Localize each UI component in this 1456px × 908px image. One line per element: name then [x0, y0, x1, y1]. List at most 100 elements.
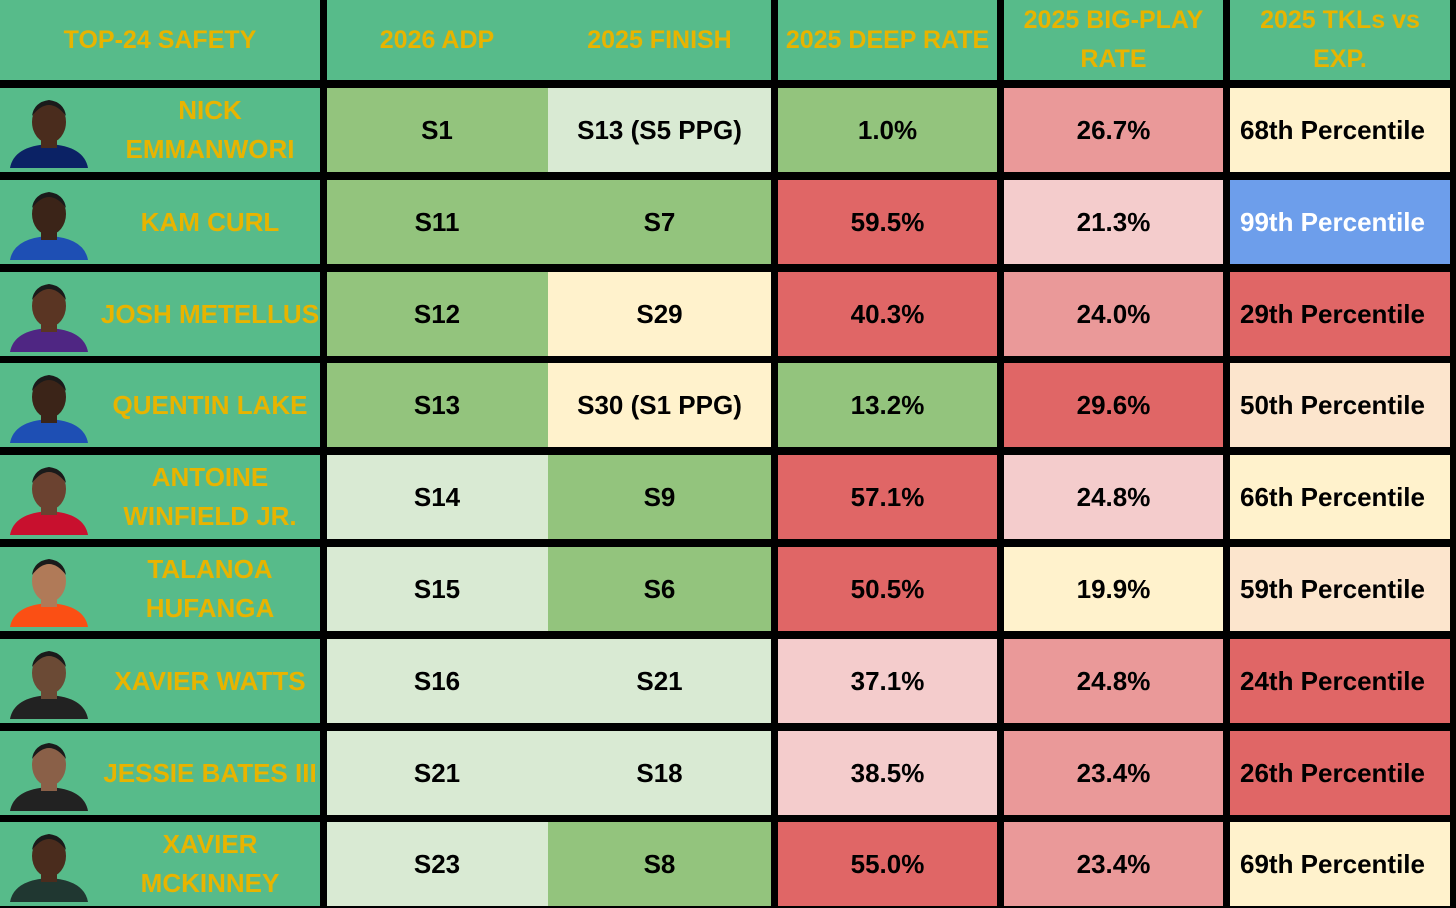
headshot: [10, 743, 88, 811]
header-cell: 2025 BIG-PLAY RATE: [1004, 0, 1223, 80]
header-cell: 2025 DEEP RATE: [778, 0, 997, 80]
data-cell: S13 (S5 PPG): [548, 88, 771, 172]
cell-text: NICK EMMANWORI: [125, 95, 295, 164]
cell-text: TALANOA HUFANGA: [145, 554, 275, 623]
cell-text: 40.3%: [850, 298, 925, 329]
data-cell: S23: [327, 822, 548, 906]
data-cell: S12: [327, 272, 548, 356]
cell-text: S1: [421, 114, 453, 145]
headshot: [10, 467, 88, 535]
cell-text: 23.4%: [1076, 848, 1151, 879]
data-cell: 50.5%: [778, 547, 997, 631]
data-cell: S7: [548, 180, 771, 264]
cell-text: 1.0%: [857, 114, 918, 145]
data-cell: S29: [548, 272, 771, 356]
data-cell: 59.5%: [778, 180, 997, 264]
data-cell: S16: [327, 639, 548, 723]
cell-text: 26th Percentile: [1240, 757, 1425, 788]
cell-text: 99th Percentile: [1240, 206, 1425, 237]
data-cell: 29th Percentile: [1230, 272, 1450, 356]
cell-text: JESSIE BATES III: [103, 757, 317, 788]
cell-text: 19.9%: [1076, 573, 1151, 604]
cell-text: S13 (S5 PPG): [577, 114, 742, 145]
data-cell: 21.3%: [1004, 180, 1223, 264]
cell-text: JOSH METELLUS: [100, 298, 320, 329]
cell-text: 2025 FINISH: [587, 25, 732, 54]
data-cell: 68th Percentile: [1230, 88, 1450, 172]
cell-text: S13: [413, 389, 461, 420]
cell-text: 23.4%: [1076, 757, 1151, 788]
header-cell: 2025 TKLs vs EXP.: [1230, 0, 1450, 80]
cell-text: S12: [413, 298, 461, 329]
headshot: [10, 100, 88, 168]
cell-text: S23: [413, 848, 461, 879]
headshot: [10, 284, 88, 352]
cell-text: 24.8%: [1076, 665, 1151, 696]
cell-text: S16: [413, 665, 461, 696]
cell-text: XAVIER WATTS: [114, 665, 306, 696]
data-cell: 1.0%: [778, 88, 997, 172]
name-cell: XAVIER WATTS: [0, 639, 320, 723]
cell-text: 50th Percentile: [1240, 389, 1425, 420]
name-cell: NICK EMMANWORI: [0, 88, 320, 172]
cell-text: 69th Percentile: [1240, 848, 1425, 879]
name-cell: QUENTIN LAKE: [0, 363, 320, 447]
data-cell: S30 (S1 PPG): [548, 363, 771, 447]
cell-text: 68th Percentile: [1240, 114, 1425, 145]
data-cell: S1: [327, 88, 548, 172]
headshot: [10, 192, 88, 260]
data-cell: 23.4%: [1004, 822, 1223, 906]
cell-text: 57.1%: [850, 481, 925, 512]
data-cell: 59th Percentile: [1230, 547, 1450, 631]
data-cell: S18: [548, 731, 771, 815]
cell-text: 21.3%: [1076, 206, 1151, 237]
cell-text: S18: [636, 757, 683, 788]
data-cell: S21: [548, 639, 771, 723]
cell-text: 37.1%: [850, 665, 925, 696]
cell-text: 26.7%: [1076, 114, 1151, 145]
cell-text: S14: [413, 481, 461, 512]
cell-text: 2025 BIG-PLAY RATE: [1023, 6, 1204, 73]
data-cell: S11: [327, 180, 548, 264]
headshot: [10, 834, 88, 902]
data-cell: 50th Percentile: [1230, 363, 1450, 447]
data-cell: 37.1%: [778, 639, 997, 723]
data-cell: 24th Percentile: [1230, 639, 1450, 723]
cell-text: TOP-24 SAFETY: [63, 25, 257, 54]
data-cell: 40.3%: [778, 272, 997, 356]
data-cell: 66th Percentile: [1230, 455, 1450, 539]
cell-text: S29: [636, 298, 683, 329]
data-cell: 26th Percentile: [1230, 731, 1450, 815]
cell-text: S30 (S1 PPG): [577, 389, 742, 420]
name-cell: JOSH METELLUS: [0, 272, 320, 356]
data-cell: S9: [548, 455, 771, 539]
data-cell: S6: [548, 547, 771, 631]
headshot: [10, 375, 88, 443]
data-cell: S13: [327, 363, 548, 447]
cell-text: S21: [636, 665, 683, 696]
data-cell: 99th Percentile: [1230, 180, 1450, 264]
header-cell: TOP-24 SAFETY: [0, 0, 320, 80]
cell-text: 66th Percentile: [1240, 481, 1425, 512]
name-cell: XAVIER MCKINNEY: [0, 822, 320, 906]
cell-text: 24.8%: [1076, 481, 1151, 512]
data-cell: 57.1%: [778, 455, 997, 539]
data-cell: 13.2%: [778, 363, 997, 447]
data-cell: S15: [327, 547, 548, 631]
data-cell: 69th Percentile: [1230, 822, 1450, 906]
headshot: [10, 651, 88, 719]
data-cell: 55.0%: [778, 822, 997, 906]
cell-text: S6: [643, 573, 676, 604]
data-cell: 29.6%: [1004, 363, 1223, 447]
cell-text: 2025 TKLs vs EXP.: [1260, 6, 1420, 73]
data-cell: 26.7%: [1004, 88, 1223, 172]
cell-text: 2025 DEEP RATE: [785, 25, 990, 54]
cell-text: 13.2%: [850, 389, 925, 420]
data-cell: 19.9%: [1004, 547, 1223, 631]
cell-text: 55.0%: [850, 848, 925, 879]
data-cell: S14: [327, 455, 548, 539]
data-cell: S8: [548, 822, 771, 906]
cell-text: 29.6%: [1076, 389, 1151, 420]
cell-text: S8: [643, 848, 676, 879]
